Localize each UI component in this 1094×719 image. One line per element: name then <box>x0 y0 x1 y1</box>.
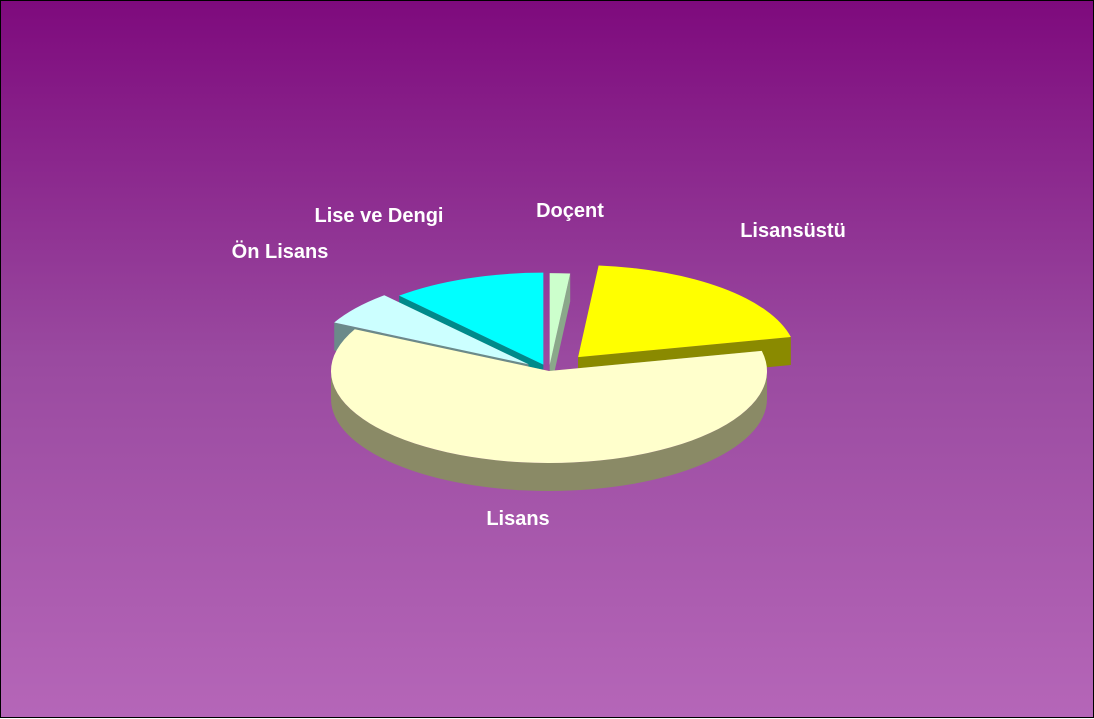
slice-label-lisans: Lisans <box>486 508 549 530</box>
slice-label-lisansustu: Lisansüstü <box>740 220 846 242</box>
pie-slice-on-lisans <box>334 295 529 365</box>
slice-label-on-lisans: Ön Lisans <box>232 240 329 263</box>
pie-slice-face-docent-1 <box>549 273 571 394</box>
pie-slice-side-lisans <box>331 371 767 491</box>
pie-labels: Doçent Lisansüstü Lisans Ön Lisans Lise ve D… <box>232 200 846 530</box>
pie-slice-lisansustu <box>578 265 791 358</box>
pie-slice-lise-ve-dengi <box>399 272 544 365</box>
pie-tops <box>330 265 791 463</box>
pie-slice-lisans <box>330 329 767 463</box>
slice-label-docent: Doçent <box>536 200 604 222</box>
slice-label-lise-ve-dengi: Lise ve Dengi <box>315 205 444 227</box>
pie-slice-docent <box>549 273 571 366</box>
